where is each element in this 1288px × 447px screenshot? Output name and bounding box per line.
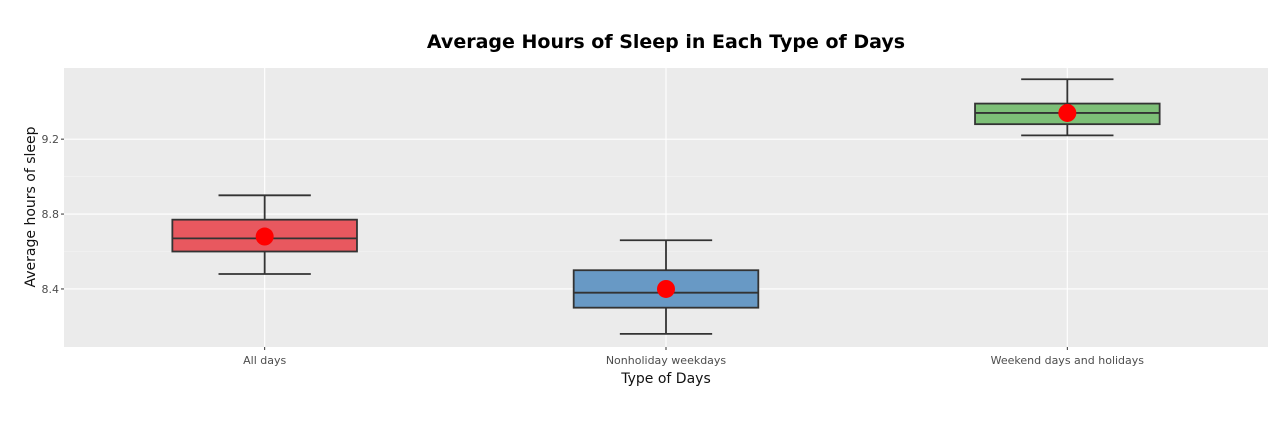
box-plots: [171, 78, 1161, 335]
mean-point: [1058, 103, 1077, 122]
x-axis-ticks: All days Nonholiday weekdays Weekend days …: [243, 347, 1144, 367]
x-axis-title: Type of Days: [620, 371, 711, 387]
mean-point: [255, 227, 274, 246]
x-tick-label: All days: [243, 354, 286, 367]
y-tick-label: 9.2: [42, 133, 60, 146]
box-1: [171, 194, 358, 275]
y-axis-ticks: 8.4 8.8 9.2: [42, 133, 64, 296]
y-tick-label: 8.4: [42, 283, 60, 296]
y-axis-title: Average hours of sleep: [23, 126, 39, 287]
x-tick-label: Nonholiday weekdays: [606, 354, 727, 367]
mean-point: [657, 279, 675, 298]
box-2: [572, 239, 760, 335]
box-3: [974, 78, 1161, 137]
x-tick-label: Weekend days and holidays: [991, 354, 1145, 367]
chart-title: Average Hours of Sleep in Each Type of D…: [427, 31, 905, 53]
y-tick-label: 8.8: [42, 208, 60, 221]
